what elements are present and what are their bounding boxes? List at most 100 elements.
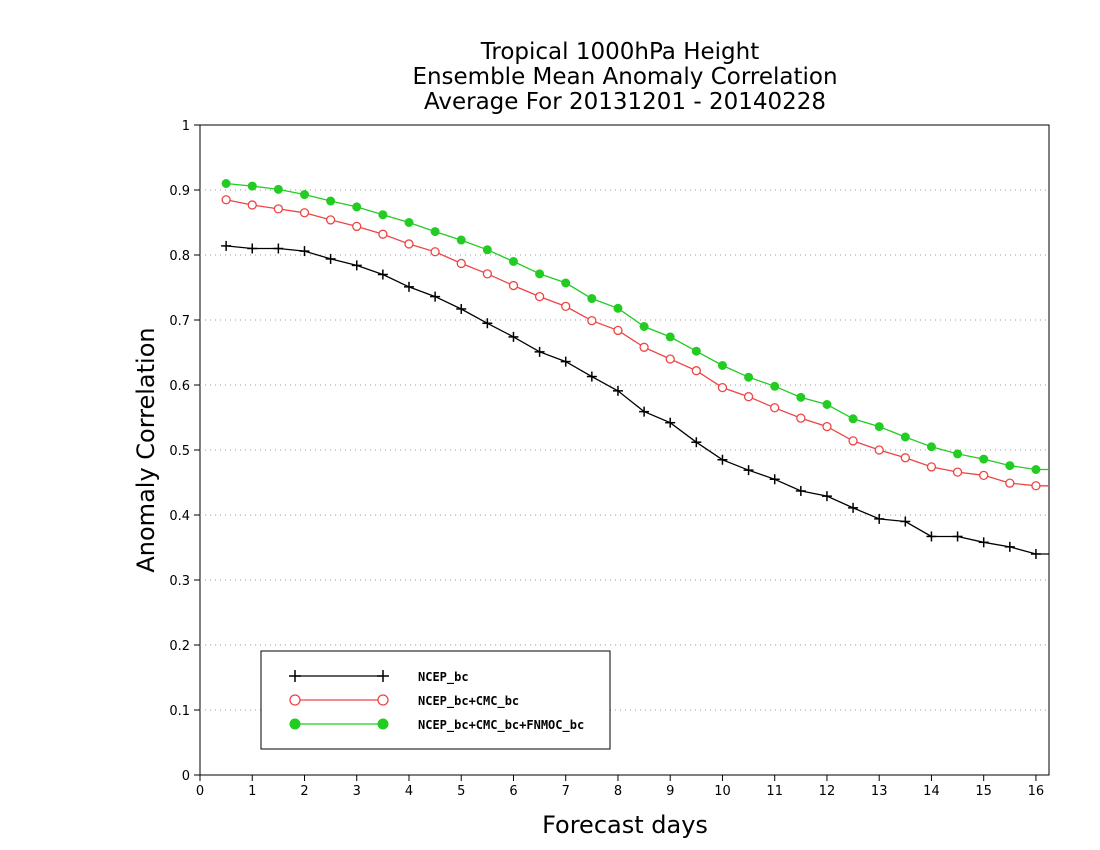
open-circle-marker [665, 354, 675, 364]
plus-marker [377, 670, 389, 682]
plus-marker [482, 318, 493, 329]
plus-marker [456, 303, 467, 314]
filled-circle-marker [1005, 461, 1015, 471]
x-tick-label: 9 [666, 784, 674, 799]
filled-circle-marker [770, 381, 780, 391]
x-tick-label: 7 [562, 784, 570, 799]
y-tick-label: 0.6 [169, 379, 190, 394]
open-circle-marker [247, 200, 257, 210]
filled-circle-marker [378, 210, 388, 220]
series-line [226, 182, 1049, 471]
plus-marker [743, 465, 754, 476]
gridlines [200, 189, 1049, 711]
open-circle-marker [289, 694, 301, 706]
plus-marker [586, 371, 597, 382]
open-circle-marker [770, 403, 780, 413]
x-tick-label: 2 [300, 784, 308, 799]
plus-marker [612, 385, 623, 396]
open-circle-marker [848, 436, 858, 446]
plus-marker [1030, 549, 1041, 559]
open-circle-marker [587, 315, 597, 326]
plus-marker [978, 537, 989, 548]
open-circle-marker [378, 229, 388, 239]
filled-circle-marker [404, 218, 414, 227]
filled-circle-marker [430, 227, 440, 237]
plus-marker [848, 502, 859, 513]
plus-marker [273, 243, 284, 254]
plus-marker [717, 454, 728, 465]
y-tick-label: 0.8 [169, 249, 190, 264]
open-circle-marker [743, 392, 754, 402]
x-tick-label: 3 [353, 784, 361, 799]
legend-label: NCEP_bc [418, 670, 469, 685]
legend-label: NCEP_bc+CMC_bc [418, 694, 519, 709]
open-circle-marker [430, 247, 440, 257]
x-tick-label: 14 [923, 784, 940, 799]
x-tick-label: 1 [248, 784, 256, 799]
y-tick-label: 0 [182, 769, 190, 784]
y-axis-title: Anomaly Correlation [132, 327, 160, 572]
filled-circle-marker [561, 278, 571, 288]
filled-circle-marker [377, 718, 389, 730]
open-circle-marker [325, 215, 336, 225]
open-circle-marker [1005, 478, 1015, 488]
x-tick-label: 8 [614, 784, 622, 799]
legend: NCEP_bc NCEP_bc+CMC_bc NCEP_bc+CMC_bc+FNMO… [260, 650, 611, 750]
y-tick-label: 0.2 [169, 639, 190, 654]
plus-marker [769, 474, 780, 485]
x-tick-label: 16 [1028, 784, 1045, 799]
plus-marker [299, 246, 310, 257]
x-axis-title: Forecast days [542, 811, 708, 839]
series-1 [221, 195, 1049, 491]
y-tick-label: 0.5 [169, 444, 190, 459]
plus-marker [560, 356, 571, 367]
y-tick-label: 1 [182, 119, 190, 134]
series-layer [221, 179, 1049, 559]
plus-marker [1004, 541, 1015, 552]
filled-circle-marker [691, 346, 701, 356]
open-circle-marker [900, 453, 910, 463]
filled-circle-marker [299, 190, 309, 200]
filled-circle-marker [717, 361, 727, 370]
open-circle-marker [508, 280, 519, 291]
filled-circle-marker [535, 269, 545, 279]
filled-circle-marker [665, 332, 675, 342]
filled-circle-marker [900, 432, 910, 442]
y-axis: 0 0.1 0.2 0.3 0.4 0.5 0.6 0.7 0.8 0.9 1 [169, 119, 200, 784]
open-circle-marker [221, 195, 231, 205]
plus-marker [534, 346, 545, 357]
filled-circle-marker [289, 718, 301, 730]
open-circle-marker [482, 269, 493, 279]
y-tick-label: 0.4 [169, 509, 190, 524]
x-tick-label: 11 [766, 784, 783, 799]
plus-marker [289, 670, 301, 682]
y-tick-label: 0.7 [169, 314, 190, 329]
filled-circle-marker [482, 245, 492, 255]
y-tick-label: 0.9 [169, 184, 190, 199]
open-circle-marker [796, 413, 806, 423]
filled-circle-marker [587, 294, 597, 304]
open-circle-marker [561, 301, 571, 312]
legend-label: NCEP_bc+CMC_bc+FNMOC_bc [418, 718, 584, 733]
open-circle-marker [979, 470, 989, 481]
x-tick-label: 0 [196, 784, 204, 799]
chart-title: Tropical 1000hPa Height Ensemble Mean An… [412, 39, 837, 115]
open-circle-marker [1031, 481, 1041, 491]
plus-marker [639, 406, 650, 417]
plus-marker [691, 437, 702, 448]
filled-circle-marker [796, 392, 806, 402]
open-circle-marker [691, 366, 701, 376]
x-tick-label: 5 [457, 784, 465, 799]
plus-marker [430, 291, 441, 302]
open-circle-marker [874, 445, 884, 455]
filled-circle-marker [508, 257, 518, 266]
open-circle-marker [534, 291, 545, 302]
open-circle-marker [639, 342, 649, 352]
open-circle-marker [404, 239, 414, 249]
x-axis: 0 1 2 3 4 5 6 7 8 9 10 11 12 13 14 15 16 [196, 775, 1044, 799]
title-line-1: Tropical 1000hPa Height [480, 39, 760, 65]
filled-circle-marker [639, 322, 649, 331]
plus-marker [665, 417, 676, 428]
x-tick-label: 10 [714, 784, 731, 799]
